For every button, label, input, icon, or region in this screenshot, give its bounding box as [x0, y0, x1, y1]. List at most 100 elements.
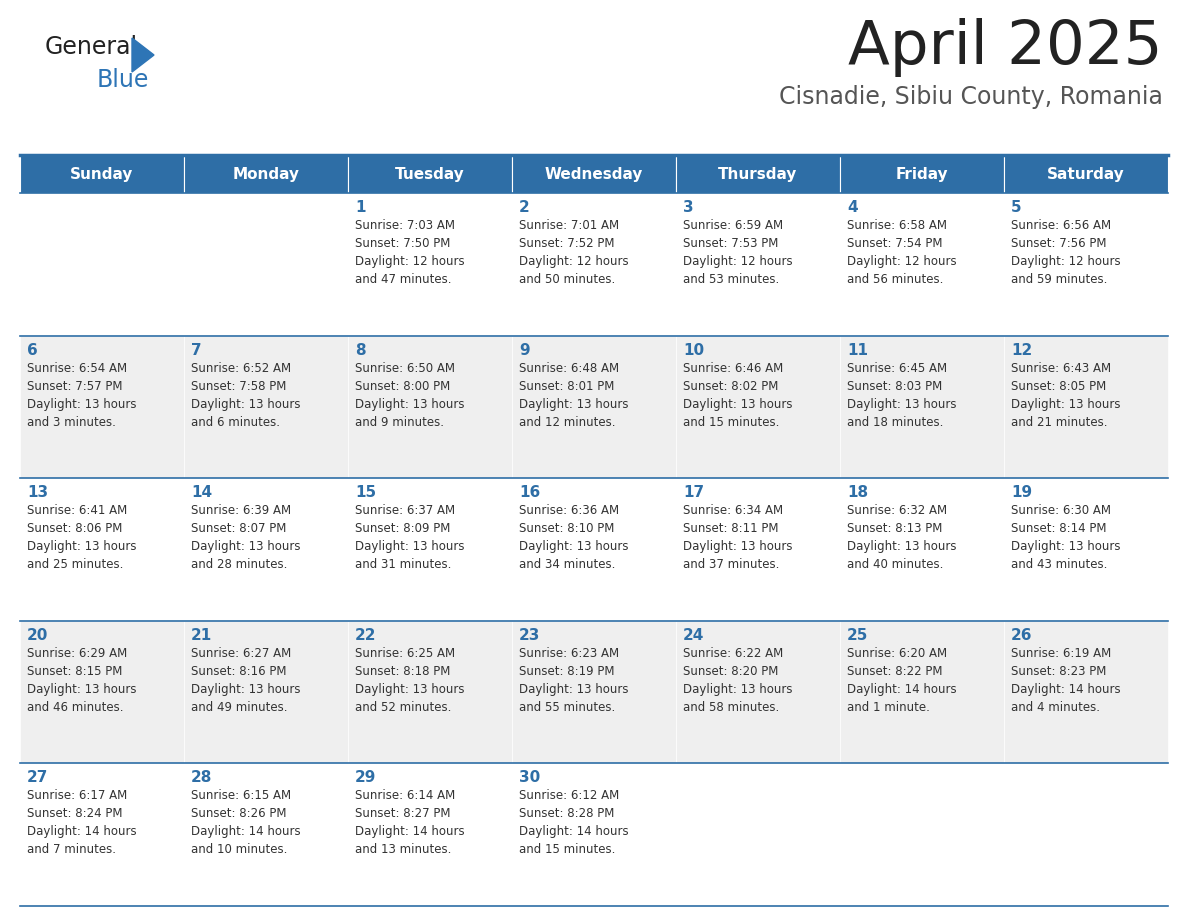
Text: Sunday: Sunday	[70, 166, 134, 182]
Text: 29: 29	[355, 770, 377, 786]
Bar	[512, 478, 676, 621]
Bar	[184, 764, 348, 906]
Bar	[676, 155, 840, 193]
Text: Sunrise: 6:50 AM
Sunset: 8:00 PM
Daylight: 13 hours
and 9 minutes.: Sunrise: 6:50 AM Sunset: 8:00 PM Dayligh…	[355, 362, 465, 429]
Text: Sunrise: 6:54 AM
Sunset: 7:57 PM
Daylight: 13 hours
and 3 minutes.: Sunrise: 6:54 AM Sunset: 7:57 PM Dayligh…	[27, 362, 137, 429]
Bar	[20, 764, 184, 906]
Bar	[184, 336, 348, 478]
Text: 3: 3	[683, 200, 694, 215]
Bar	[840, 764, 1004, 906]
Text: 21: 21	[191, 628, 213, 643]
Text: Sunrise: 6:39 AM
Sunset: 8:07 PM
Daylight: 13 hours
and 28 minutes.: Sunrise: 6:39 AM Sunset: 8:07 PM Dayligh…	[191, 504, 301, 571]
Text: Sunrise: 6:48 AM
Sunset: 8:01 PM
Daylight: 13 hours
and 12 minutes.: Sunrise: 6:48 AM Sunset: 8:01 PM Dayligh…	[519, 362, 628, 429]
Text: Sunrise: 6:45 AM
Sunset: 8:03 PM
Daylight: 13 hours
and 18 minutes.: Sunrise: 6:45 AM Sunset: 8:03 PM Dayligh…	[847, 362, 956, 429]
Text: Saturday: Saturday	[1047, 166, 1125, 182]
Text: Sunrise: 6:41 AM
Sunset: 8:06 PM
Daylight: 13 hours
and 25 minutes.: Sunrise: 6:41 AM Sunset: 8:06 PM Dayligh…	[27, 504, 137, 571]
Bar	[184, 193, 348, 336]
Text: General: General	[45, 35, 138, 59]
Text: 14: 14	[191, 486, 213, 500]
Bar	[20, 621, 184, 764]
Text: Blue: Blue	[97, 68, 150, 92]
Bar	[1004, 155, 1168, 193]
Text: Sunrise: 6:46 AM
Sunset: 8:02 PM
Daylight: 13 hours
and 15 minutes.: Sunrise: 6:46 AM Sunset: 8:02 PM Dayligh…	[683, 362, 792, 429]
Bar	[348, 621, 512, 764]
Text: Cisnadie, Sibiu County, Romania: Cisnadie, Sibiu County, Romania	[779, 85, 1163, 109]
Text: Sunrise: 6:52 AM
Sunset: 7:58 PM
Daylight: 13 hours
and 6 minutes.: Sunrise: 6:52 AM Sunset: 7:58 PM Dayligh…	[191, 362, 301, 429]
Bar	[20, 336, 184, 478]
Text: Sunrise: 6:32 AM
Sunset: 8:13 PM
Daylight: 13 hours
and 40 minutes.: Sunrise: 6:32 AM Sunset: 8:13 PM Dayligh…	[847, 504, 956, 571]
Text: Sunrise: 6:17 AM
Sunset: 8:24 PM
Daylight: 14 hours
and 7 minutes.: Sunrise: 6:17 AM Sunset: 8:24 PM Dayligh…	[27, 789, 137, 856]
Text: 28: 28	[191, 770, 213, 786]
Text: 27: 27	[27, 770, 49, 786]
Bar	[20, 478, 184, 621]
Text: 13: 13	[27, 486, 49, 500]
Text: 24: 24	[683, 628, 704, 643]
Text: Sunrise: 6:56 AM
Sunset: 7:56 PM
Daylight: 12 hours
and 59 minutes.: Sunrise: 6:56 AM Sunset: 7:56 PM Dayligh…	[1011, 219, 1120, 286]
Text: Sunrise: 6:14 AM
Sunset: 8:27 PM
Daylight: 14 hours
and 13 minutes.: Sunrise: 6:14 AM Sunset: 8:27 PM Dayligh…	[355, 789, 465, 856]
Bar	[1004, 764, 1168, 906]
Text: Sunrise: 6:36 AM
Sunset: 8:10 PM
Daylight: 13 hours
and 34 minutes.: Sunrise: 6:36 AM Sunset: 8:10 PM Dayligh…	[519, 504, 628, 571]
Text: 9: 9	[519, 342, 530, 358]
Text: 19: 19	[1011, 486, 1032, 500]
Bar	[184, 621, 348, 764]
Text: 1: 1	[355, 200, 366, 215]
Bar	[184, 478, 348, 621]
Text: 25: 25	[847, 628, 868, 643]
Bar	[348, 193, 512, 336]
Text: Monday: Monday	[233, 166, 299, 182]
Text: 23: 23	[519, 628, 541, 643]
Bar	[840, 155, 1004, 193]
Text: 10: 10	[683, 342, 704, 358]
Bar	[348, 155, 512, 193]
Text: 2: 2	[519, 200, 530, 215]
Text: Thursday: Thursday	[719, 166, 797, 182]
Bar	[20, 193, 184, 336]
Text: 5: 5	[1011, 200, 1022, 215]
Text: 17: 17	[683, 486, 704, 500]
Text: Sunrise: 6:15 AM
Sunset: 8:26 PM
Daylight: 14 hours
and 10 minutes.: Sunrise: 6:15 AM Sunset: 8:26 PM Dayligh…	[191, 789, 301, 856]
Text: Sunrise: 6:23 AM
Sunset: 8:19 PM
Daylight: 13 hours
and 55 minutes.: Sunrise: 6:23 AM Sunset: 8:19 PM Dayligh…	[519, 647, 628, 714]
Text: Sunrise: 6:29 AM
Sunset: 8:15 PM
Daylight: 13 hours
and 46 minutes.: Sunrise: 6:29 AM Sunset: 8:15 PM Dayligh…	[27, 647, 137, 714]
Text: Tuesday: Tuesday	[396, 166, 465, 182]
Text: Sunrise: 6:25 AM
Sunset: 8:18 PM
Daylight: 13 hours
and 52 minutes.: Sunrise: 6:25 AM Sunset: 8:18 PM Dayligh…	[355, 647, 465, 714]
Text: April 2025: April 2025	[848, 18, 1163, 77]
Bar	[512, 764, 676, 906]
Text: 20: 20	[27, 628, 49, 643]
Text: 16: 16	[519, 486, 541, 500]
Bar	[840, 336, 1004, 478]
Text: 7: 7	[191, 342, 202, 358]
Text: Sunrise: 7:03 AM
Sunset: 7:50 PM
Daylight: 12 hours
and 47 minutes.: Sunrise: 7:03 AM Sunset: 7:50 PM Dayligh…	[355, 219, 465, 286]
Bar	[1004, 336, 1168, 478]
Text: 11: 11	[847, 342, 868, 358]
Bar	[20, 155, 184, 193]
Bar	[348, 478, 512, 621]
Bar	[1004, 478, 1168, 621]
Text: Friday: Friday	[896, 166, 948, 182]
Bar	[512, 193, 676, 336]
Bar	[348, 764, 512, 906]
Text: Sunrise: 6:37 AM
Sunset: 8:09 PM
Daylight: 13 hours
and 31 minutes.: Sunrise: 6:37 AM Sunset: 8:09 PM Dayligh…	[355, 504, 465, 571]
Text: Sunrise: 6:12 AM
Sunset: 8:28 PM
Daylight: 14 hours
and 15 minutes.: Sunrise: 6:12 AM Sunset: 8:28 PM Dayligh…	[519, 789, 628, 856]
Text: 30: 30	[519, 770, 541, 786]
Text: 22: 22	[355, 628, 377, 643]
Bar	[512, 336, 676, 478]
Text: 18: 18	[847, 486, 868, 500]
Text: Sunrise: 6:43 AM
Sunset: 8:05 PM
Daylight: 13 hours
and 21 minutes.: Sunrise: 6:43 AM Sunset: 8:05 PM Dayligh…	[1011, 362, 1120, 429]
Bar	[840, 193, 1004, 336]
Text: 6: 6	[27, 342, 38, 358]
Bar	[1004, 621, 1168, 764]
Bar	[676, 478, 840, 621]
Text: 12: 12	[1011, 342, 1032, 358]
Bar	[676, 621, 840, 764]
Text: Sunrise: 6:19 AM
Sunset: 8:23 PM
Daylight: 14 hours
and 4 minutes.: Sunrise: 6:19 AM Sunset: 8:23 PM Dayligh…	[1011, 647, 1120, 714]
Bar	[1004, 193, 1168, 336]
Text: 15: 15	[355, 486, 377, 500]
Bar	[840, 478, 1004, 621]
Text: Sunrise: 6:22 AM
Sunset: 8:20 PM
Daylight: 13 hours
and 58 minutes.: Sunrise: 6:22 AM Sunset: 8:20 PM Dayligh…	[683, 647, 792, 714]
Text: 4: 4	[847, 200, 858, 215]
Text: Sunrise: 7:01 AM
Sunset: 7:52 PM
Daylight: 12 hours
and 50 minutes.: Sunrise: 7:01 AM Sunset: 7:52 PM Dayligh…	[519, 219, 628, 286]
Text: Wednesday: Wednesday	[545, 166, 643, 182]
Bar	[184, 155, 348, 193]
Bar	[676, 193, 840, 336]
Text: Sunrise: 6:27 AM
Sunset: 8:16 PM
Daylight: 13 hours
and 49 minutes.: Sunrise: 6:27 AM Sunset: 8:16 PM Dayligh…	[191, 647, 301, 714]
